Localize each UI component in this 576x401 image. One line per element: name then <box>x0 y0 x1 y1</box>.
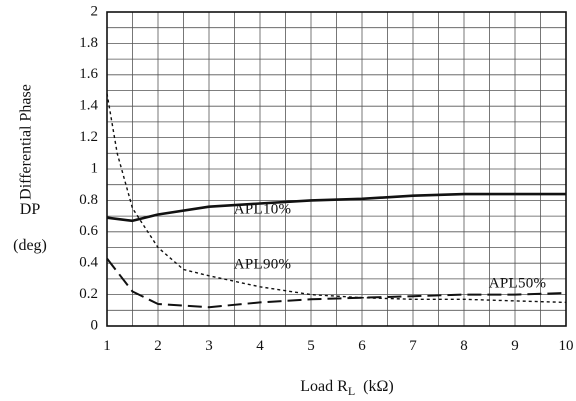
x-tick-label: 10 <box>559 338 574 354</box>
grid <box>106 11 567 327</box>
x-axis-title: Load RL (kΩ) <box>300 378 393 398</box>
y-axis-title-rotated: Differential Phase <box>18 84 35 200</box>
x-tick-label: 4 <box>256 338 264 354</box>
x-axis-title-subscript: L <box>348 384 355 398</box>
y-tick-label: 1.6 <box>79 66 98 82</box>
x-tick-label: 2 <box>154 338 162 354</box>
series-line-apl50-pct <box>106 257 567 309</box>
y-axis-symbol: DP <box>20 201 41 218</box>
y-tick-label: 0.2 <box>79 286 98 302</box>
y-tick-label: 2 <box>91 3 99 19</box>
x-tick-label: 5 <box>307 338 315 354</box>
x-tick-label: 3 <box>205 338 213 354</box>
y-tick-label: 0.4 <box>79 255 98 271</box>
y-tick-label: 1.2 <box>79 129 98 145</box>
series-labels: APL10% APL90% APL50% <box>234 202 547 292</box>
series-label-apl50-pct: APL50% <box>489 276 547 292</box>
series-line-apl90-pct <box>106 93 567 304</box>
x-tick-label: 8 <box>460 338 468 354</box>
series-label-apl90-pct: APL90% <box>234 257 292 273</box>
y-tick-labels: 0 0.2 0.4 0.6 0.8 1 1.2 1.4 1.6 1.8 2 <box>79 3 98 333</box>
series-group <box>106 93 567 309</box>
plot-frame <box>106 11 567 327</box>
y-tick-label: 0.6 <box>79 223 98 239</box>
x-axis-title-main: Load R <box>300 378 348 395</box>
x-tick-label: 6 <box>358 338 366 354</box>
x-axis-title-unit: (kΩ) <box>363 378 394 395</box>
y-axis-unit: (deg) <box>13 237 47 254</box>
series-line-apl10-pct <box>106 192 566 223</box>
y-tick-label: 0.8 <box>79 192 98 208</box>
series-label-apl10-pct: APL10% <box>234 202 292 218</box>
y-tick-label: 1.4 <box>79 98 98 114</box>
x-tick-label: 7 <box>409 338 417 354</box>
x-tick-label: 9 <box>511 338 519 354</box>
x-tick-labels: 1 2 3 4 5 6 7 8 9 10 <box>103 338 573 354</box>
y-tick-label: 1 <box>91 160 99 176</box>
y-tick-label: 0 <box>91 317 99 333</box>
y-tick-label: 1.8 <box>79 35 98 51</box>
x-tick-label: 1 <box>103 338 111 354</box>
